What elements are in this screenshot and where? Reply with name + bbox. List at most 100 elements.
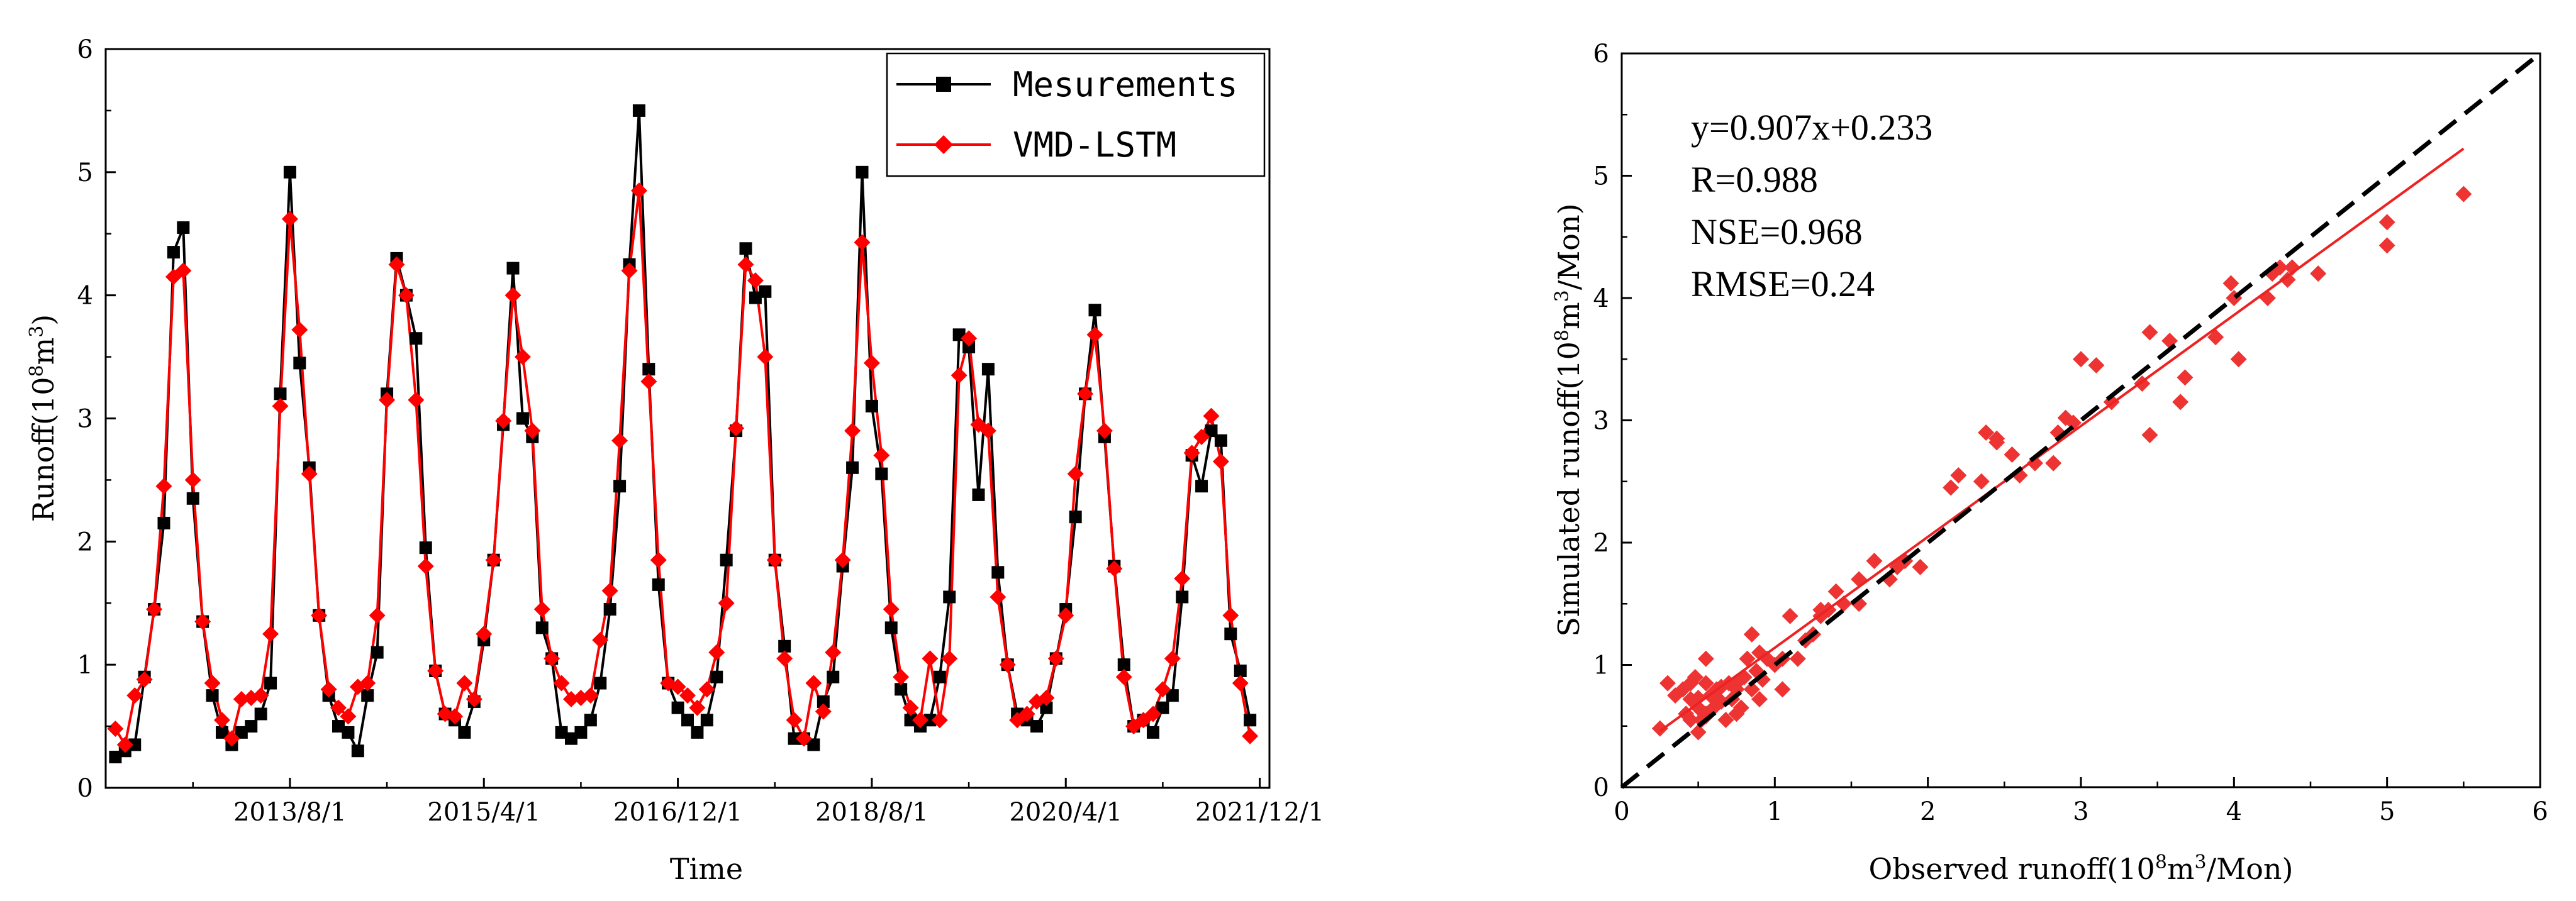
- left-ylabel-unit: (10: [26, 377, 60, 425]
- measurement-point: [856, 165, 869, 179]
- y-tick-label: 4: [77, 282, 93, 311]
- measurement-point: [827, 670, 840, 683]
- scatter-point: [1697, 650, 1714, 667]
- vmd-lstm-point: [485, 551, 502, 568]
- vmd-lstm-point: [379, 392, 396, 409]
- scatter-point: [2310, 265, 2327, 282]
- vmd-lstm-point: [592, 632, 609, 648]
- measurement-point: [1244, 714, 1257, 727]
- vmd-lstm-point: [544, 650, 560, 667]
- vmd-lstm-point: [679, 687, 696, 704]
- right-scatter-marks: [1620, 52, 2542, 789]
- vmd-lstm-point: [1174, 570, 1191, 587]
- scatter-point: [1732, 699, 1749, 716]
- left-ylabel-unit2: m: [26, 338, 60, 365]
- vmd-lstm-point: [1106, 560, 1123, 577]
- right-xlabel-close: /Mon): [2207, 852, 2294, 886]
- vmd-lstm-point: [999, 656, 1016, 673]
- vmd-lstm-point: [979, 423, 996, 439]
- y-tick-label: 1: [1593, 651, 1609, 680]
- vmd-lstm-point: [417, 558, 434, 575]
- scatter-point: [1988, 430, 2005, 447]
- vmd-lstm-point: [194, 613, 211, 630]
- measurement-point: [642, 363, 655, 376]
- measurement-point: [235, 726, 248, 739]
- scatter-point: [1717, 712, 1734, 729]
- vmd-lstm-point: [854, 234, 871, 251]
- y-tick-label: 5: [1593, 162, 1609, 191]
- x-tick-label: 5: [2379, 797, 2395, 826]
- vmd-lstm-point: [941, 650, 958, 667]
- vmd-lstm-point: [796, 730, 812, 747]
- measurement-point: [884, 621, 898, 634]
- scatter-point: [2141, 324, 2158, 341]
- vmd-lstm-point: [359, 675, 376, 692]
- scatter-point: [2378, 237, 2395, 254]
- measurement-point: [807, 738, 820, 751]
- vmd-lstm-point: [1086, 326, 1103, 343]
- annotation-rmse: RMSE=0.24: [1691, 263, 1875, 304]
- measurement-point: [1234, 664, 1247, 677]
- measurement-point: [216, 726, 228, 739]
- left-y-axis-title: Runoff(108m3): [26, 314, 61, 522]
- measurement-point: [749, 291, 762, 304]
- vmd-lstm-point: [262, 626, 279, 643]
- scatter-point: [2073, 351, 2089, 368]
- y-tick-label: 3: [77, 405, 93, 434]
- measurement-point: [904, 714, 917, 727]
- scatter-point: [2088, 357, 2105, 373]
- measurement-point: [419, 541, 432, 555]
- runoff-time-series-chart: 0 1 2 3 4 5 6 2013/8/1 2015/4/1 2016/12/1 2018/8/…: [26, 35, 1325, 886]
- scatter-point: [1697, 675, 1714, 692]
- measurement-point: [1069, 511, 1082, 524]
- scatter-point: [2004, 446, 2021, 463]
- measurement-point: [1147, 726, 1159, 739]
- x-tick-label: 2016/12/1: [613, 798, 742, 827]
- vmd-lstm-point: [834, 551, 851, 568]
- vmd-lstm-point: [1232, 675, 1249, 692]
- scatter-point: [1739, 650, 1756, 667]
- vmd-lstm-point: [689, 699, 706, 716]
- vmd-lstm-point: [320, 681, 337, 698]
- left-y-ticks: 0 1 2 3 4 5 6: [77, 35, 116, 803]
- vmd-lstm-point: [1077, 385, 1094, 402]
- measurement-point: [1176, 590, 1189, 604]
- measurement-point: [535, 621, 549, 634]
- vmd-lstm-point: [1145, 705, 1161, 722]
- measurement-point: [555, 726, 568, 739]
- vmd-lstm-point: [902, 699, 919, 716]
- measurement-point: [128, 738, 142, 751]
- vmd-lstm-point: [505, 287, 521, 304]
- vmd-lstm-point: [669, 678, 686, 695]
- vmd-lstm-point: [863, 355, 880, 372]
- vmd-lstm-point: [1203, 407, 1220, 424]
- measurement-point: [594, 677, 607, 690]
- measurement-point: [865, 399, 878, 412]
- vmd-lstm-point: [951, 367, 967, 384]
- measurement-point: [167, 246, 180, 259]
- vmd-lstm-point: [1067, 465, 1084, 482]
- vmd-lstm-point: [252, 687, 269, 704]
- measurement-point: [332, 720, 345, 733]
- scatter-point: [1973, 473, 1990, 490]
- vmd-lstm-point: [107, 721, 124, 737]
- vmd-lstm-point: [330, 699, 347, 716]
- scatter-point: [2172, 394, 2189, 411]
- vmd-lstm-point: [311, 607, 328, 624]
- vmd-lstm-point: [728, 420, 745, 437]
- scatter-point: [1827, 583, 1844, 600]
- measurement-point: [157, 516, 170, 529]
- vmd-lstm-point: [281, 211, 298, 228]
- left-series-marks: [107, 104, 1259, 764]
- scatter-point: [1851, 571, 1868, 588]
- y-tick-label: 5: [77, 158, 93, 187]
- scatter-point: [2455, 185, 2472, 202]
- measurement-point: [710, 670, 723, 683]
- measurement-point: [1117, 658, 1130, 672]
- scatter-point: [2230, 351, 2247, 368]
- right-x-axis-title: Observed runoff(108m3/Mon): [1868, 851, 2293, 887]
- right-ylabel-unit2: m: [1552, 302, 1586, 329]
- scatter-point: [1659, 675, 1676, 692]
- measurement-point: [283, 165, 296, 179]
- measurement-point: [739, 242, 752, 255]
